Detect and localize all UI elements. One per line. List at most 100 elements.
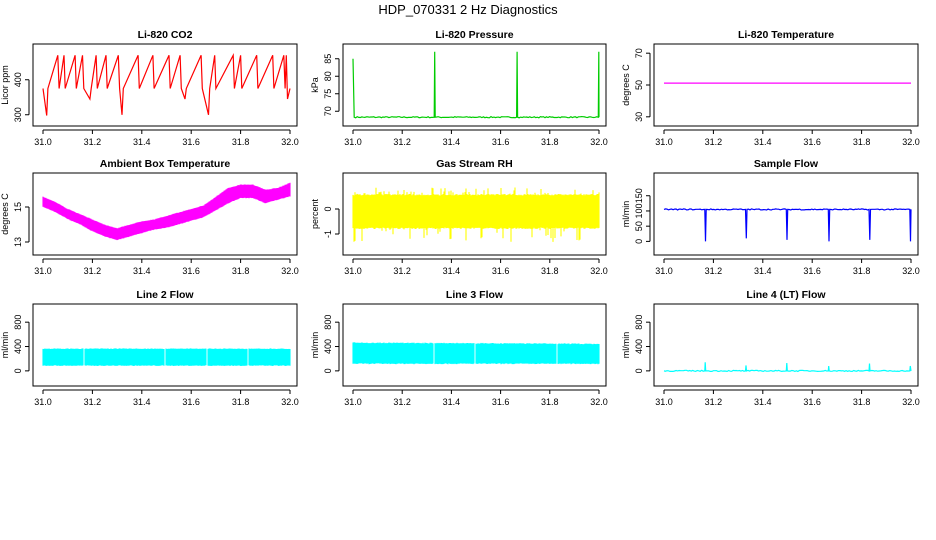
x-tick-label: 31.2 (84, 137, 102, 147)
x-tick-label: 31.2 (705, 137, 723, 147)
y-tick-label: -1 (323, 230, 333, 238)
panel-title: Line 2 Flow (136, 289, 194, 301)
x-tick-label: 31.8 (853, 397, 871, 407)
x-tick-label: 31.4 (133, 137, 151, 147)
x-tick-label: 32.0 (902, 137, 920, 147)
plot-frame (342, 43, 607, 127)
y-tick-label: 800 (13, 315, 23, 330)
y-tick-label: 30 (634, 112, 644, 122)
y-tick-label: 0 (634, 239, 644, 244)
x-tick-label: 31.0 (655, 266, 673, 276)
plot-frame (342, 172, 607, 256)
x-tick-label: 32.0 (590, 266, 608, 276)
series-band (42, 348, 291, 366)
panel-title: Sample Flow (754, 158, 819, 170)
x-tick-label: 31.6 (182, 266, 200, 276)
panel-title: Line 3 Flow (446, 289, 504, 301)
y-tick-label: 800 (323, 315, 333, 330)
plot-frame (653, 303, 919, 387)
y-tick-label: 80 (323, 71, 333, 81)
x-tick-label: 31.4 (754, 137, 772, 147)
x-tick-label: 31.8 (541, 137, 559, 147)
x-tick-label: 31.0 (344, 397, 362, 407)
y-tick-label: 800 (634, 315, 644, 330)
y-tick-label: 75 (323, 89, 333, 99)
y-tick-label: 85 (323, 54, 333, 64)
x-tick-label: 31.4 (443, 137, 461, 147)
plot-frame (653, 172, 919, 256)
x-tick-label: 31.0 (655, 397, 673, 407)
x-tick-label: 31.6 (803, 397, 821, 407)
x-tick-label: 32.0 (590, 397, 608, 407)
panel-4: Ambient Box Temperature 31.0 31.2 31.4 31.6 3… (0, 158, 299, 276)
y-tick-label: 13 (13, 237, 23, 247)
x-tick-label: 31.4 (443, 397, 461, 407)
y-tick-label: 150 (634, 188, 644, 203)
series-line (663, 362, 912, 373)
panel-title: Ambient Box Temperature (100, 158, 231, 170)
x-tick-label: 31.0 (34, 137, 52, 147)
panel-title: Li-820 Pressure (435, 29, 513, 41)
x-tick-label: 31.8 (232, 266, 250, 276)
panel-7: Line 2 Flow 31.0 31.2 31.4 31.6 31.8 32.0 0 400 8… (0, 289, 299, 407)
x-tick-label: 31.0 (655, 137, 673, 147)
x-tick-label: 31.2 (705, 397, 723, 407)
x-tick-label: 31.6 (182, 397, 200, 407)
y-axis-label: ml/min (0, 332, 10, 359)
panel-1: Li-820 CO2 31.0 31.2 31.4 31.6 31.8 32.0 300 400… (0, 29, 299, 147)
figure-title: HDP_070331 2 Hz Diagnostics (378, 2, 558, 17)
panel-5: Gas Stream RH 31.0 31.2 31.4 31.6 31.8 32.0 -1 0… (310, 158, 608, 276)
series-line (663, 208, 912, 242)
x-tick-label: 31.8 (232, 397, 250, 407)
x-tick-label: 32.0 (902, 266, 920, 276)
x-tick-label: 31.8 (541, 266, 559, 276)
series-band (42, 182, 291, 241)
x-tick-label: 31.2 (393, 137, 411, 147)
x-tick-label: 31.2 (84, 397, 102, 407)
x-tick-label: 31.6 (803, 137, 821, 147)
panel-8: Line 3 Flow 31.0 31.2 31.4 31.6 31.8 32.0 0 400 8… (310, 289, 608, 407)
y-axis-label: kPa (310, 77, 320, 93)
x-tick-label: 32.0 (590, 137, 608, 147)
x-tick-label: 31.8 (853, 266, 871, 276)
x-tick-label: 32.0 (281, 137, 299, 147)
plot-frame (32, 43, 298, 127)
x-tick-label: 31.0 (34, 266, 52, 276)
y-tick-label: 50 (634, 221, 644, 231)
y-tick-label: 400 (13, 339, 23, 354)
y-axis-label: degrees C (621, 64, 631, 106)
y-tick-label: 400 (323, 339, 333, 354)
x-tick-label: 32.0 (902, 397, 920, 407)
y-tick-label: 50 (634, 80, 644, 90)
y-axis-label: ml/min (621, 332, 631, 359)
y-tick-label: 0 (323, 368, 333, 373)
panel-2: Li-820 Pressure 31.0 31.2 31.4 31.6 31.8 32.0 7… (310, 29, 608, 147)
plot-frame (32, 303, 298, 387)
plot-frame (342, 303, 607, 387)
x-tick-label: 31.6 (492, 137, 510, 147)
y-tick-label: 400 (13, 72, 23, 87)
x-tick-label: 31.6 (182, 137, 200, 147)
x-tick-label: 31.8 (541, 397, 559, 407)
y-tick-label: 0 (634, 368, 644, 373)
panel-3: Li-820 Temperature 31.0 31.2 31.4 31.6 31.8 32… (621, 29, 920, 147)
x-tick-label: 31.0 (344, 137, 362, 147)
y-tick-label: 400 (634, 339, 644, 354)
panel-6: Sample Flow 31.0 31.2 31.4 31.6 31.8 32.0 0 50 10… (621, 158, 920, 276)
x-tick-label: 31.2 (705, 266, 723, 276)
panel-title: Li-820 Temperature (738, 29, 834, 41)
x-tick-label: 31.2 (393, 266, 411, 276)
series-line (42, 53, 291, 116)
x-tick-label: 32.0 (281, 397, 299, 407)
x-tick-label: 31.4 (443, 266, 461, 276)
y-tick-label: 0 (13, 368, 23, 373)
y-tick-label: 15 (13, 202, 23, 212)
x-tick-label: 31.4 (754, 266, 772, 276)
y-tick-label: 70 (634, 48, 644, 58)
panel-title: Li-820 CO2 (138, 29, 193, 41)
x-tick-label: 31.4 (133, 266, 151, 276)
panel-9: Line 4 (LT) Flow 31.0 31.2 31.4 31.6 31.8 32.0… (621, 289, 920, 407)
y-axis-label: degrees C (0, 193, 10, 235)
